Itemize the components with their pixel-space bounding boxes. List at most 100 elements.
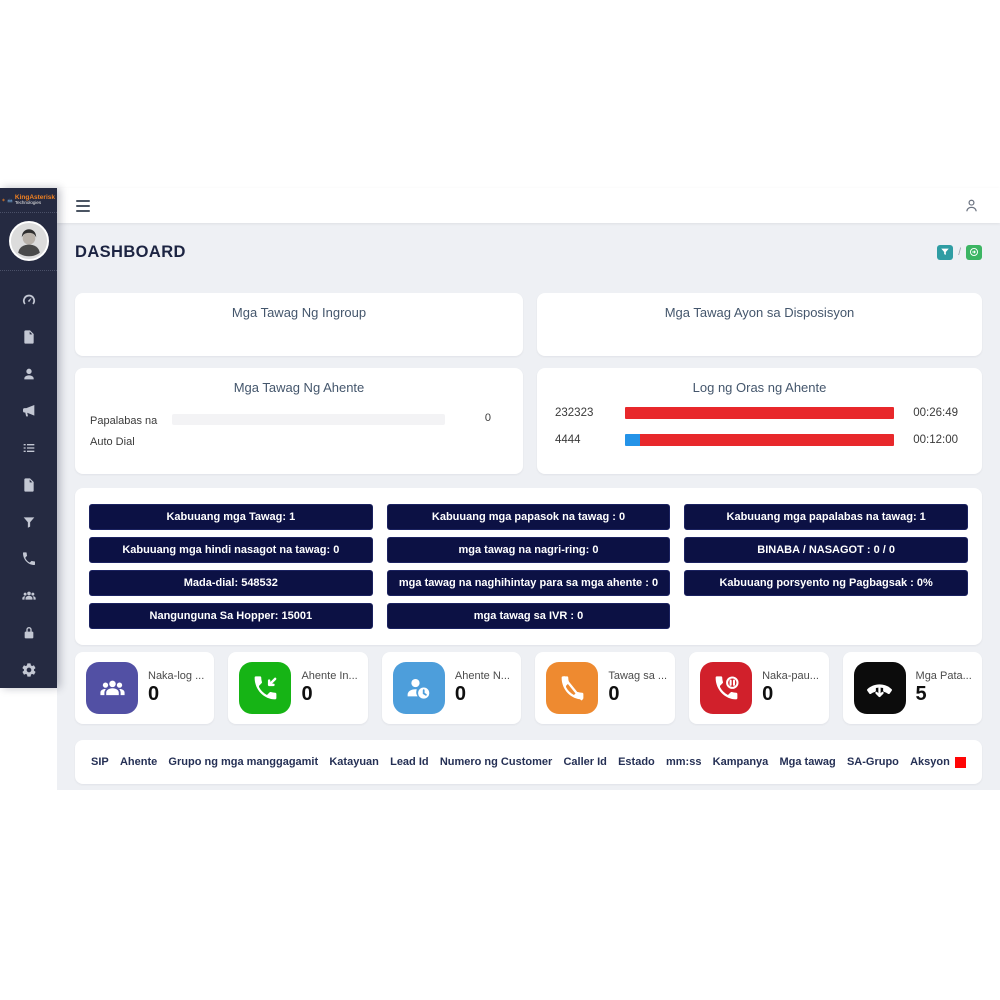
sidebar-item-lists[interactable] — [0, 429, 57, 466]
crown-icon — [7, 197, 13, 202]
column-header-action: Aksyon — [910, 756, 966, 768]
card-title: Mga Tawag Ayon sa Disposisyon — [664, 305, 855, 320]
sidebar-item-calls[interactable] — [0, 540, 57, 577]
summary-pill: Kabuuang porsyento ng Pagbagsak : 0% — [684, 570, 968, 596]
summary-pill: mga tawag sa IVR : 0 — [386, 603, 671, 629]
asterisk-icon — [2, 198, 5, 202]
filter-icon — [23, 516, 34, 528]
action-legend-swatch — [954, 756, 966, 768]
stat-value: 0 — [454, 683, 467, 705]
ingroup-calls-card: Mga Tawag Ng Ingroup — [75, 293, 523, 356]
stat-value: 0 — [301, 683, 313, 705]
column-header: Grupo ng mga manggagamit — [168, 756, 319, 768]
stat-value: 0 — [762, 683, 774, 705]
agents-table-header: SIP Ahente Grupo ng mga manggagamit Kata… — [75, 740, 982, 784]
user-icon — [23, 368, 34, 379]
stat-icon-box — [546, 662, 599, 714]
time-log-value: 00:26:49 — [913, 407, 958, 419]
phone-missed-icon — [561, 675, 584, 700]
toolbar-separator: / — [958, 246, 961, 258]
agent-clock-icon — [408, 678, 430, 699]
menu-toggle-button[interactable] — [75, 197, 91, 215]
summary-pill: Kabuuang mga Tawag: 1 — [89, 504, 373, 530]
agent-progress-track — [172, 414, 445, 425]
time-log-bar — [625, 407, 894, 419]
bar-segment-red — [625, 407, 894, 419]
summary-pill: BINABA / NASAGOT : 0 / 0 — [684, 537, 968, 563]
lock-icon — [24, 626, 33, 638]
list-icon — [23, 443, 34, 452]
sidebar-item-scripts[interactable] — [0, 466, 57, 503]
gear-icon — [21, 662, 36, 677]
sidebar-item-campaigns[interactable] — [0, 392, 57, 429]
agent-row-label-line2: Auto Dial — [90, 435, 135, 448]
users-icon — [21, 591, 36, 600]
phone-paused-icon — [715, 675, 739, 699]
stat-card-logged-in: Naka-log ... 0 — [75, 652, 215, 724]
stat-icon-box — [392, 662, 445, 714]
stat-value: 0 — [608, 683, 620, 705]
agent-calls-row: Papalabas na Auto Dial 0 — [75, 395, 523, 453]
card-title: Mga Tawag Ng Ingroup — [231, 305, 367, 320]
sidebar-item-security[interactable] — [0, 614, 57, 651]
stat-icon-box — [853, 662, 906, 714]
arrow-circle-icon — [970, 248, 978, 256]
card-title: Mga Tawag Ng Ahente — [233, 380, 365, 395]
sidebar-item-filters[interactable] — [0, 503, 57, 540]
page-title: DASHBOARD — [75, 242, 186, 261]
stat-label: Ahente N... — [454, 670, 510, 682]
column-header-label: Aksyon — [910, 756, 950, 768]
brand-logo[interactable]: KingAsterisk Technologies — [0, 188, 57, 213]
column-header: SA-Grupo — [846, 756, 899, 768]
stat-label: Naka-pau... — [762, 670, 819, 682]
bar-segment-red — [639, 434, 894, 446]
summary-pill: Mada-dial: 548532 — [89, 570, 373, 596]
sidebar-item-agents[interactable] — [0, 577, 57, 614]
column-header: Lead Id — [390, 756, 429, 768]
filter-button[interactable] — [937, 244, 954, 260]
agent-row-label-line1: Papalabas na — [90, 415, 158, 427]
disposition-calls-card: Mga Tawag Ayon sa Disposisyon — [537, 293, 982, 356]
time-log-card: Log ng Oras ng Ahente 232323 00:26:49 44… — [537, 368, 982, 474]
sidebar-item-users[interactable] — [0, 355, 57, 392]
sidebar: KingAsterisk Technologies — [0, 188, 57, 688]
funnel-icon — [941, 248, 949, 255]
stat-label: Tawag sa ... — [608, 670, 668, 682]
column-header: Numero ng Customer — [439, 756, 553, 768]
brand-tagline: Technologies — [14, 200, 42, 206]
user-outline-icon — [966, 199, 977, 212]
time-log-bar — [625, 434, 894, 446]
stat-icon-box — [700, 662, 753, 714]
export-button[interactable] — [966, 244, 982, 260]
spacer — [684, 603, 968, 629]
stat-icon-box — [86, 662, 138, 714]
stat-label: Mga Pata... — [915, 670, 972, 682]
column-header: Katayuan — [329, 756, 379, 768]
summary-pill: Kabuuang mga hindi nasagot na tawag: 0 — [89, 537, 373, 563]
user-avatar[interactable] — [8, 221, 49, 261]
avatar-photo — [10, 223, 47, 259]
sidebar-item-dashboard[interactable] — [0, 281, 57, 318]
phone-icon — [22, 551, 35, 565]
time-log-value: 00:12:00 — [913, 434, 958, 446]
topbar — [57, 188, 1000, 223]
phone-down-icon — [867, 683, 892, 697]
sidebar-item-reports[interactable] — [0, 318, 57, 355]
profile-menu-button[interactable] — [963, 197, 980, 214]
bar-segment-blue — [625, 434, 640, 446]
stat-card-agents-incall: Ahente In... 0 — [228, 652, 368, 724]
column-header: Caller Id — [563, 756, 607, 768]
time-log-row: 232323 00:26:49 — [555, 407, 958, 419]
card-title: Log ng Oras ng Ahente — [692, 380, 827, 395]
users-icon — [99, 680, 125, 695]
sidebar-item-settings[interactable] — [0, 651, 57, 688]
column-header: mm:ss — [665, 756, 702, 768]
call-summary-card: Kabuuang mga Tawag: 1 Kabuuang mga papas… — [75, 488, 982, 645]
stat-icon-box — [239, 662, 292, 714]
stat-card-calls-waiting: Tawag sa ... 0 — [535, 652, 676, 724]
stat-card-paused: Naka-pau... 0 — [689, 652, 829, 724]
brand-name: KingAsterisk — [14, 193, 55, 201]
gauge-icon — [22, 294, 35, 304]
phone-incoming-icon — [254, 675, 277, 699]
